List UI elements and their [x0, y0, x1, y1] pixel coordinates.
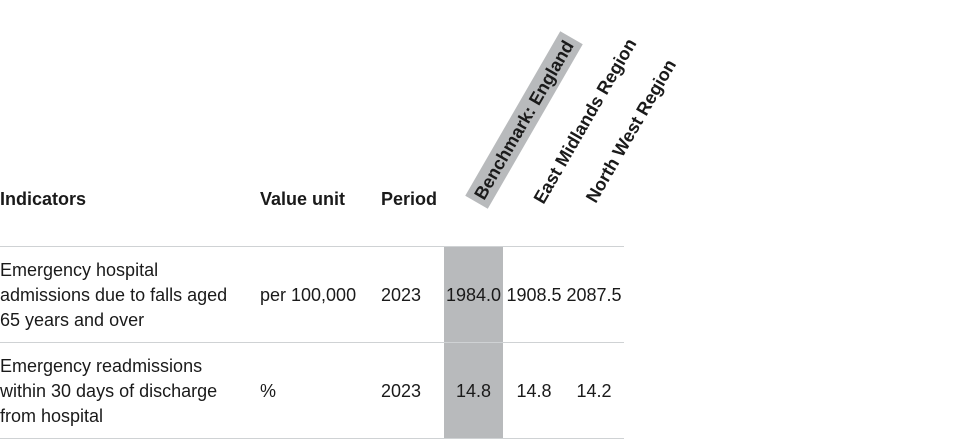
north-west-value: 14.2	[576, 381, 612, 401]
period: 2023	[381, 381, 422, 401]
period: 2023	[381, 285, 422, 305]
indicator-name: Emergency readmissions within 30 days of…	[0, 356, 218, 426]
value-unit: %	[260, 381, 277, 401]
east-midlands-value: 1908.5	[506, 285, 562, 305]
north-west-value: 2087.5	[566, 285, 622, 305]
value-unit: per 100,000	[260, 285, 357, 305]
row-divider	[0, 342, 624, 343]
header-divider	[0, 246, 624, 247]
column-header-period: Period	[381, 189, 438, 209]
benchmark-column-shade	[444, 247, 503, 439]
benchmark-value: 14.8	[455, 381, 492, 401]
column-header-benchmark: Benchmark: England	[465, 31, 583, 209]
benchmark-value: 1984.0	[445, 285, 502, 305]
column-header-indicators: Indicators	[0, 189, 87, 209]
table-bottom-divider	[0, 438, 624, 439]
column-header-north-west: North West Region	[581, 56, 681, 207]
column-header-value-unit: Value unit	[260, 189, 346, 209]
indicator-name: Emergency hospital admissions due to fal…	[0, 260, 228, 330]
east-midlands-value: 14.8	[516, 381, 552, 401]
